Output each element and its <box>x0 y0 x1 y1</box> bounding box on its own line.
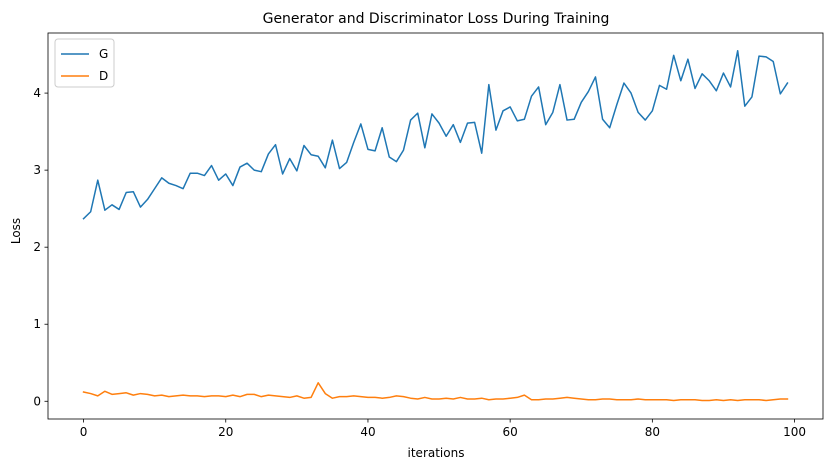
plot-area <box>47 32 824 420</box>
legend-box <box>54 38 115 88</box>
y-tick-label: 1 <box>33 317 41 331</box>
plot-frame <box>47 32 824 420</box>
x-tick-label: 0 <box>80 425 88 439</box>
y-tick-label: 4 <box>33 86 41 100</box>
series-line-D <box>82 382 789 402</box>
series-line-G <box>82 49 789 220</box>
x-tick-label: 100 <box>783 425 806 439</box>
x-tick-label: 40 <box>360 425 375 439</box>
x-tick-label: 80 <box>645 425 660 439</box>
y-axis-ticks: 0 1 2 3 4 <box>33 86 48 408</box>
y-axis-label: Loss <box>9 218 23 244</box>
x-axis-ticks: 0 20 40 60 80 100 <box>80 419 806 439</box>
legend-label-D: D <box>99 69 108 83</box>
legend-label-G: G <box>99 47 108 61</box>
x-axis-label: iterations <box>408 446 465 460</box>
legend: GD <box>54 38 115 88</box>
x-tick-label: 60 <box>503 425 518 439</box>
x-tick-label: 20 <box>218 425 233 439</box>
y-tick-label: 2 <box>33 240 41 254</box>
y-tick-label: 0 <box>33 394 41 408</box>
y-tick-label: 3 <box>33 163 41 177</box>
chart-title: Generator and Discriminator Loss During … <box>263 11 610 27</box>
